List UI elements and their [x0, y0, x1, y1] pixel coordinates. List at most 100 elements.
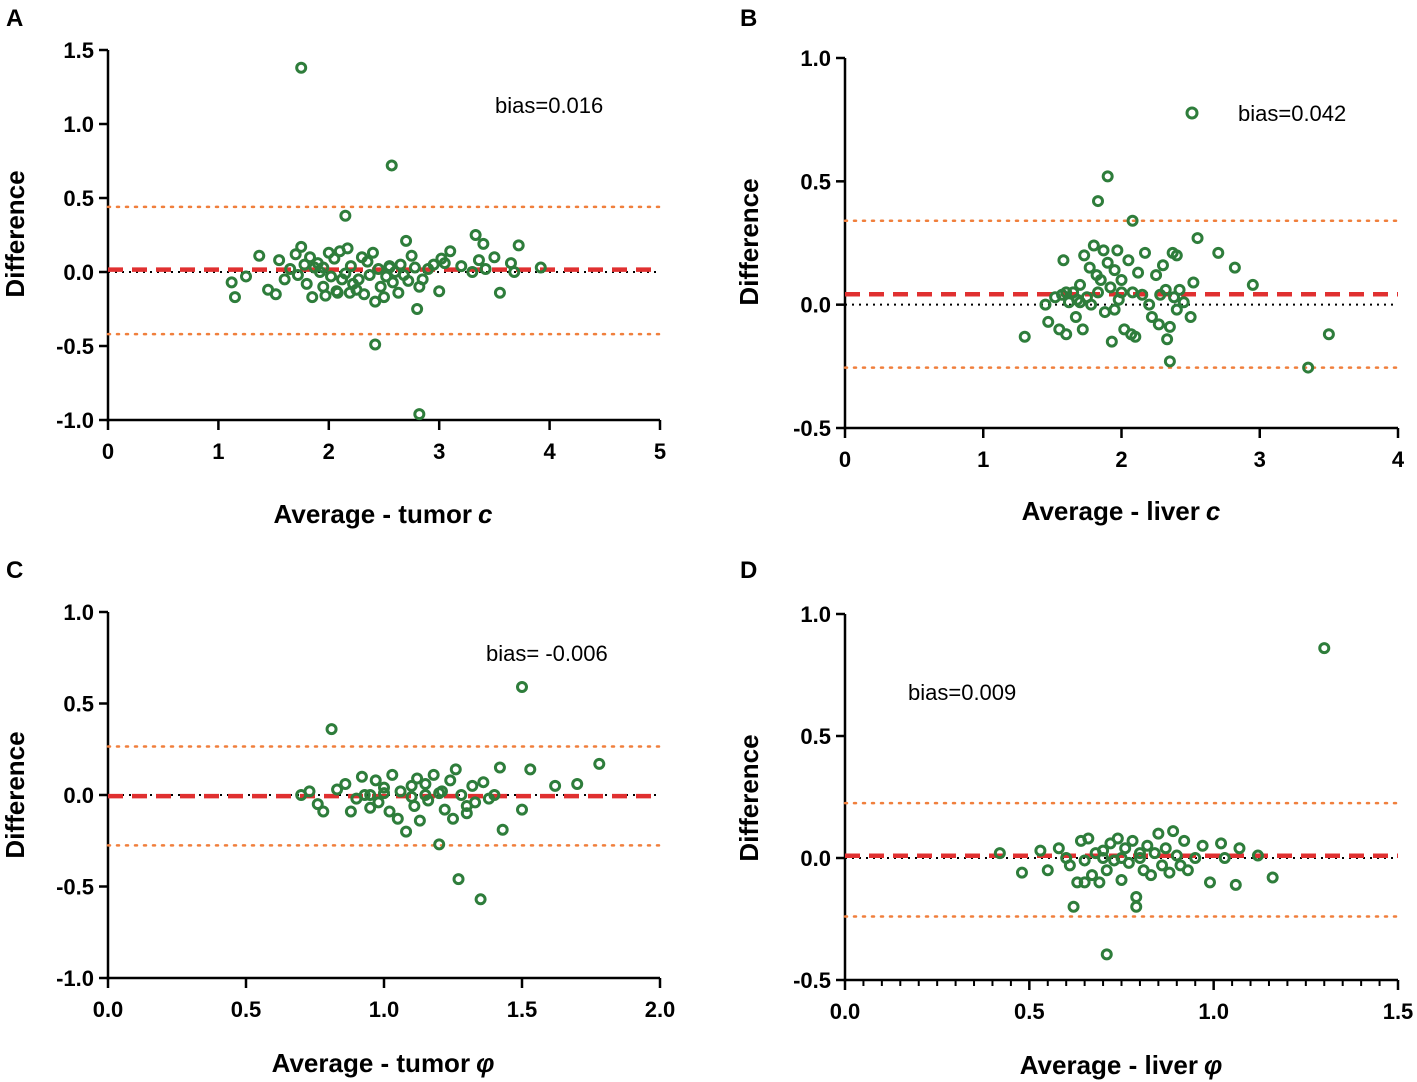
data-point [1178, 834, 1191, 847]
data-point [385, 159, 398, 172]
data-point [411, 303, 424, 315]
data-point [1167, 825, 1180, 838]
data-point [1139, 246, 1152, 259]
data-point [1078, 876, 1091, 889]
y-tick-label: 0.0 [800, 293, 831, 318]
data-point [1087, 239, 1100, 252]
data-point [1156, 259, 1169, 272]
x-axis-title: Average - liver c [1022, 496, 1221, 526]
data-point [1266, 871, 1279, 884]
data-point [433, 787, 446, 800]
data-point [358, 789, 371, 801]
data-point [1148, 847, 1161, 860]
x-axis-title: Average - tumor φ [272, 1048, 495, 1078]
panel-a: A bias=0.016 Difference Average - tumor c… [0, 5, 666, 529]
y-tick-label: 0.0 [63, 783, 94, 808]
x-tick-label: 2 [1115, 447, 1127, 472]
data-point [411, 772, 424, 785]
data-point [1181, 864, 1194, 877]
data-point [325, 723, 338, 736]
data-point [469, 229, 482, 241]
data-point [1100, 948, 1113, 961]
panel-label-d: D [740, 557, 757, 584]
data-point [1126, 834, 1139, 847]
data-point [1145, 311, 1158, 323]
data-point [303, 785, 316, 798]
data-point [460, 799, 473, 812]
data-point [1082, 832, 1095, 845]
y-axis-title: Difference [734, 178, 764, 305]
x-tick-label: 4 [1392, 447, 1405, 472]
y-tick-label: 0.0 [800, 846, 831, 871]
x-tick-label: 1 [977, 447, 989, 472]
data-point [455, 260, 468, 273]
data-point [413, 408, 426, 421]
data-point [1136, 288, 1149, 301]
data-point [1246, 278, 1259, 291]
data-point [383, 261, 396, 274]
y-axis-title: Difference [0, 731, 30, 858]
data-point [394, 258, 407, 271]
data-point [1132, 266, 1145, 279]
bias-annotation: bias=0.016 [495, 93, 603, 118]
data-point [1071, 876, 1084, 889]
data-point [449, 763, 462, 776]
data-point [317, 805, 330, 818]
x-tick-label: 2 [323, 439, 335, 464]
data-point [1129, 330, 1142, 343]
data-point [427, 768, 440, 781]
data-point [369, 338, 382, 351]
data-point [1159, 842, 1172, 855]
y-tick-label: -0.5 [56, 875, 94, 900]
data-point [1152, 827, 1165, 840]
data-point [1170, 303, 1183, 316]
data-point [571, 778, 584, 791]
data-point [341, 242, 354, 255]
data-point [378, 781, 390, 794]
data-point [1203, 876, 1216, 889]
data-point [438, 257, 451, 270]
data-point [1115, 873, 1128, 886]
data-point [444, 245, 457, 258]
data-point [416, 273, 429, 286]
data-point [1111, 244, 1124, 257]
data-point [1115, 852, 1128, 864]
data-point [1115, 274, 1128, 286]
data-point [400, 825, 413, 838]
x-tick-label: 1.0 [1198, 999, 1229, 1024]
data-point [339, 267, 352, 280]
data-point [339, 209, 352, 222]
data-point [295, 240, 308, 253]
data-point [455, 789, 468, 801]
data-point [433, 285, 446, 298]
x-tick-label: 2.0 [645, 997, 676, 1022]
bias-annotation: bias=0.042 [1238, 101, 1346, 126]
data-point [1141, 839, 1154, 852]
data-point [1094, 274, 1107, 286]
bias-annotation: bias= -0.006 [486, 641, 608, 666]
data-point [433, 838, 446, 851]
data-point [328, 252, 341, 265]
data-point [516, 681, 528, 694]
data-point [1105, 335, 1118, 348]
x-tick-label: 0 [839, 447, 851, 472]
data-point [1143, 298, 1156, 311]
data-point [1034, 844, 1047, 857]
y-tick-label: 0.5 [63, 186, 94, 211]
data-point [1057, 254, 1070, 267]
data-point [372, 796, 385, 809]
data-point [479, 263, 492, 276]
data-point [405, 779, 418, 792]
data-point [1144, 869, 1157, 882]
data-point [391, 812, 404, 825]
data-point [1168, 291, 1181, 304]
data-point [1083, 261, 1096, 274]
data-point [1097, 244, 1110, 257]
data-point [331, 286, 344, 299]
data-point [378, 291, 390, 304]
data-point [474, 893, 487, 906]
data-point [358, 288, 371, 301]
data-point [993, 847, 1006, 860]
data-point [364, 789, 377, 801]
